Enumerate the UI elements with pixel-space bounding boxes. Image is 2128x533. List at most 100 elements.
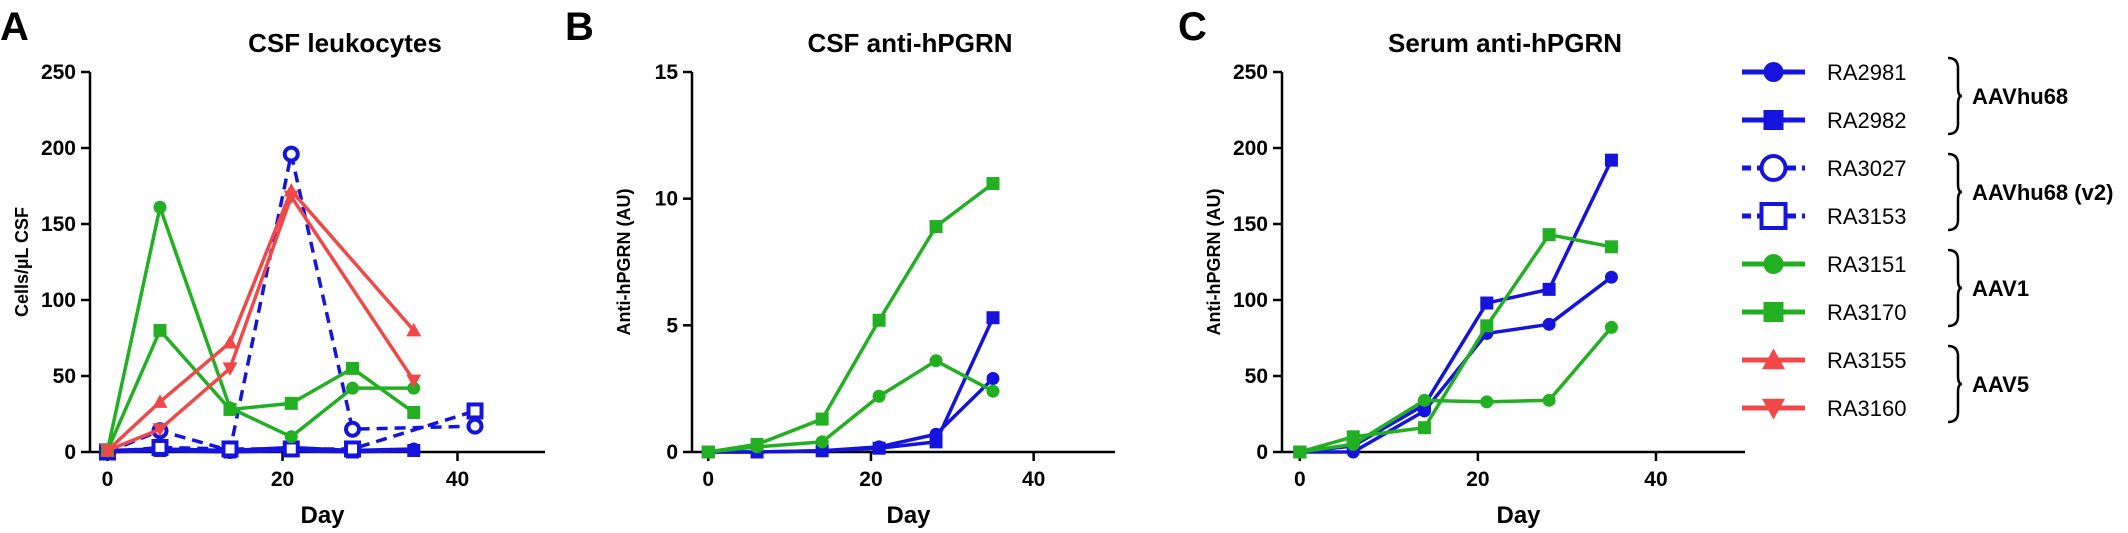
legend-marker	[1763, 254, 1784, 274]
data-point	[815, 435, 829, 449]
data-point	[929, 354, 943, 368]
group-bracket	[1947, 248, 1963, 328]
data-point	[1542, 282, 1556, 296]
data-point	[282, 440, 300, 458]
group-label: AAVhu68	[1972, 84, 2068, 109]
x-tick-label: 0	[1294, 468, 1306, 491]
series-line	[1299, 232, 1612, 454]
y-tick-label: 0	[1256, 441, 1268, 464]
y-tick-label: 250	[41, 61, 76, 84]
legend-label: RA3027	[1827, 156, 1907, 181]
data-point	[152, 394, 168, 408]
data-point	[815, 412, 829, 426]
data-point	[701, 445, 715, 459]
panel-label: B	[565, 5, 594, 49]
series-ra2982	[1293, 153, 1618, 459]
group-bracket	[1947, 152, 1963, 232]
data-point	[407, 405, 421, 419]
data-point	[344, 420, 361, 438]
x-axis-label: Day	[886, 502, 931, 529]
data-point	[929, 220, 943, 234]
y-tick-label: 150	[41, 213, 76, 236]
legend-group-1: AAVhu68 (v2)	[1947, 152, 2113, 232]
series-line	[1299, 326, 1613, 454]
panel-c: C Serum anti-hPGRN Day Anti-hPGRN (AU) 0…	[1178, 5, 1745, 529]
y-tick-label: 5	[666, 314, 678, 337]
legend-marker	[1763, 62, 1784, 82]
y-tick-label: 250	[1233, 61, 1268, 84]
data-point	[406, 322, 422, 337]
y-tick-label: 0	[666, 441, 678, 464]
data-point	[282, 145, 300, 163]
legend-entry-ra2981: RA2981	[1742, 60, 1907, 85]
series-line	[106, 152, 476, 454]
data-point	[283, 190, 299, 205]
data-point	[750, 437, 764, 451]
y-axis-label: Cells/µL CSF	[12, 207, 32, 317]
data-point	[222, 335, 238, 349]
chart-title: CSF anti-hPGRN	[807, 28, 1012, 58]
data-point	[986, 372, 1000, 386]
series-line	[708, 359, 994, 454]
x-tick-label: 0	[702, 468, 714, 491]
data-point	[466, 417, 484, 435]
panel-label: A	[0, 5, 29, 49]
data-point	[872, 441, 886, 455]
data-point	[929, 435, 943, 449]
legend-group-0: AAVhu68	[1947, 56, 2068, 136]
data-point	[100, 444, 115, 458]
legend-marker	[1763, 110, 1784, 130]
series-line	[107, 409, 476, 454]
legend-marker	[1763, 302, 1784, 322]
y-tick-label: 50	[53, 365, 76, 388]
data-point	[346, 361, 359, 375]
legend-entry-ra3155: RA3155	[1742, 348, 1907, 373]
data-point	[1417, 421, 1431, 435]
data-point	[1293, 445, 1307, 459]
data-point	[1604, 153, 1618, 167]
legend-entry-ra3153: RA3153	[1742, 202, 1907, 230]
y-tick-label: 10	[655, 188, 678, 211]
data-point	[152, 423, 168, 437]
data-point	[151, 438, 169, 456]
legend-entry-ra2982: RA2982	[1742, 108, 1907, 133]
x-tick-label: 0	[102, 468, 114, 491]
data-point	[1542, 393, 1556, 407]
legend-marker	[1762, 398, 1785, 420]
data-point	[284, 430, 298, 444]
panel-label: C	[1178, 5, 1207, 49]
x-tick-label: 40	[1022, 468, 1045, 491]
data-point	[223, 402, 237, 416]
data-point	[1604, 270, 1618, 284]
data-point	[1417, 393, 1431, 407]
x-tick-label: 40	[1644, 468, 1667, 491]
group-bracket	[1947, 56, 1963, 136]
y-tick-label: 150	[1233, 213, 1268, 236]
data-point	[986, 311, 1000, 325]
data-point	[1542, 228, 1556, 242]
series-line	[105, 205, 414, 451]
legend-entry-ra3160: RA3160	[1742, 396, 1907, 421]
data-point	[1346, 430, 1360, 444]
legend-label: RA2982	[1827, 108, 1907, 133]
series-line	[1299, 275, 1613, 454]
y-tick-label: 200	[41, 137, 76, 160]
series-ra3170	[1293, 228, 1618, 459]
series-ra2982	[701, 311, 1000, 459]
legend-label: RA3170	[1827, 300, 1907, 325]
data-point	[153, 323, 167, 337]
data-point	[284, 396, 298, 410]
y-tick-label: 50	[1245, 365, 1268, 388]
y-tick-label: 15	[655, 61, 679, 84]
group-bracket	[1947, 344, 1963, 424]
series-line	[105, 328, 415, 452]
data-point	[986, 176, 1000, 190]
legend-label: RA2981	[1827, 60, 1907, 85]
data-point	[407, 443, 421, 457]
data-point	[986, 384, 1000, 398]
data-point	[1604, 320, 1618, 334]
x-axis-label: Day	[1496, 502, 1541, 529]
data-point	[221, 440, 239, 458]
y-tick-label: 100	[41, 289, 76, 312]
